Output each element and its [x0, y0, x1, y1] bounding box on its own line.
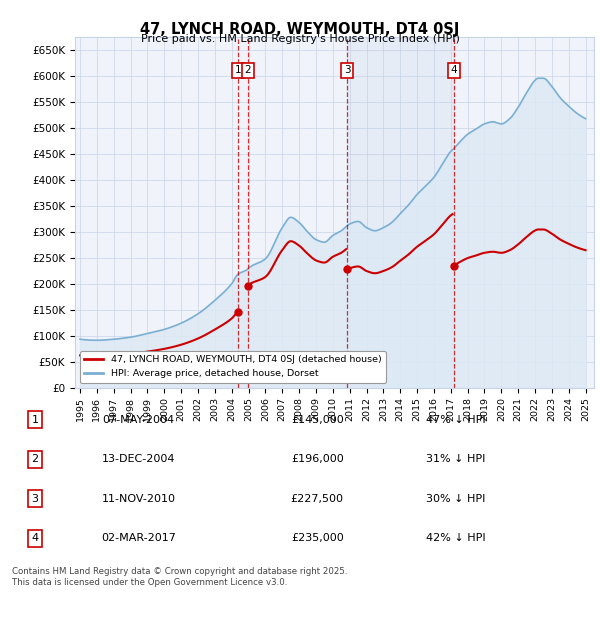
Text: £196,000: £196,000 [291, 454, 344, 464]
Text: Contains HM Land Registry data © Crown copyright and database right 2025.
This d: Contains HM Land Registry data © Crown c… [12, 567, 347, 587]
Text: 47% ↓ HPI: 47% ↓ HPI [426, 415, 485, 425]
Legend: 47, LYNCH ROAD, WEYMOUTH, DT4 0SJ (detached house), HPI: Average price, detached: 47, LYNCH ROAD, WEYMOUTH, DT4 0SJ (detac… [80, 351, 386, 383]
Text: 11-NOV-2010: 11-NOV-2010 [102, 494, 176, 503]
Text: 30% ↓ HPI: 30% ↓ HPI [426, 494, 485, 503]
Text: 31% ↓ HPI: 31% ↓ HPI [426, 454, 485, 464]
Text: £235,000: £235,000 [291, 533, 344, 543]
Text: 02-MAR-2017: 02-MAR-2017 [101, 533, 176, 543]
Text: £227,500: £227,500 [291, 494, 344, 503]
Text: 4: 4 [451, 66, 457, 76]
Text: 13-DEC-2004: 13-DEC-2004 [102, 454, 175, 464]
Text: 4: 4 [31, 533, 38, 543]
Text: 07-MAY-2004: 07-MAY-2004 [103, 415, 175, 425]
Text: 3: 3 [344, 66, 350, 76]
Text: 2: 2 [31, 454, 38, 464]
Bar [347, 37, 454, 387]
Text: 1: 1 [235, 66, 241, 76]
Text: Price paid vs. HM Land Registry's House Price Index (HPI): Price paid vs. HM Land Registry's House … [140, 34, 460, 44]
Text: 42% ↓ HPI: 42% ↓ HPI [426, 533, 485, 543]
Text: 1: 1 [32, 415, 38, 425]
Text: 3: 3 [32, 494, 38, 503]
Text: 47, LYNCH ROAD, WEYMOUTH, DT4 0SJ: 47, LYNCH ROAD, WEYMOUTH, DT4 0SJ [140, 22, 460, 37]
Text: 2: 2 [244, 66, 251, 76]
Text: £145,000: £145,000 [291, 415, 344, 425]
